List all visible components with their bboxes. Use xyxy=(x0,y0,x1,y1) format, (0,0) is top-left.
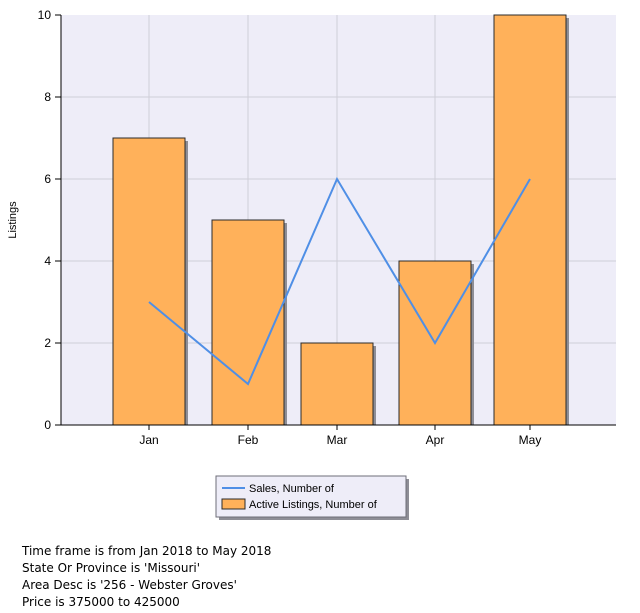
legend-label-active-listings: Active Listings, Number of xyxy=(249,499,378,511)
legend-label-sales: Sales, Number of xyxy=(249,483,335,495)
x-tick-label-mar: Mar xyxy=(327,433,348,447)
bar-mar xyxy=(300,342,374,426)
bar-may xyxy=(493,14,567,426)
legend: Sales, Number of Active Listings, Number… xyxy=(215,475,409,520)
filter-price: Price is 375000 to 425000 xyxy=(22,595,180,609)
y-tick-label: 4 xyxy=(44,254,51,268)
legend-box xyxy=(215,475,407,518)
y-tick-label: 10 xyxy=(38,8,52,22)
filter-time-frame: Time frame is from Jan 2018 to May 2018 xyxy=(22,544,272,558)
bar-jan xyxy=(112,137,186,426)
axes: 0 2 4 6 8 10 Jan Feb Mar Apr May xyxy=(38,8,616,447)
sales-line-layer xyxy=(148,176,531,386)
filter-summary: Time frame is from Jan 2018 to May 2018 … xyxy=(22,543,271,611)
chart: 0 2 4 6 8 10 Jan Feb Mar Apr May Listings Sales, N… xyxy=(7,8,616,520)
filter-state: State Or Province is 'Missouri' xyxy=(22,561,201,575)
x-tick-label-jan: Jan xyxy=(139,433,158,447)
x-tick-label-apr: Apr xyxy=(426,433,445,447)
bar-feb xyxy=(211,219,285,426)
x-tick-label-may: May xyxy=(519,433,542,447)
y-tick-label: 2 xyxy=(44,336,51,350)
y-tick-label: 6 xyxy=(44,172,51,186)
y-tick-label: 0 xyxy=(44,418,51,432)
y-tick-label: 8 xyxy=(44,90,51,104)
filter-area: Area Desc is '256 - Webster Groves' xyxy=(22,578,237,592)
x-tick-label-feb: Feb xyxy=(238,433,259,447)
legend-bar-swatch xyxy=(221,498,246,510)
y-axis-title: Listings xyxy=(7,201,19,239)
